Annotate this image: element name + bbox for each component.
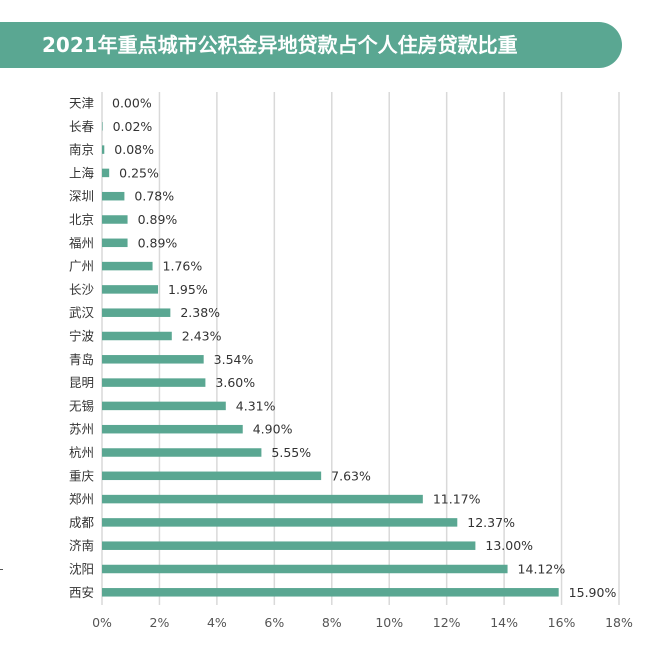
- bar: [102, 145, 105, 154]
- data-label: 11.17%: [433, 492, 481, 507]
- data-label: 3.60%: [215, 375, 255, 390]
- category-label: 长沙: [69, 282, 95, 297]
- data-label: 0.89%: [138, 235, 178, 250]
- x-tick-label: 14%: [490, 615, 518, 630]
- category-label: 福州: [69, 235, 94, 250]
- bar: [102, 424, 243, 434]
- category-label: 济南: [69, 538, 94, 553]
- bar: [102, 401, 226, 411]
- bar: [102, 448, 262, 457]
- x-tick-label: 4%: [207, 615, 227, 630]
- data-label: 4.90%: [253, 422, 293, 437]
- edge-tick-mark: [0, 569, 3, 570]
- bar: [102, 355, 204, 364]
- chart-title: 2021年重点城市公积金异地贷款占个人住房贷款比重: [42, 33, 518, 57]
- data-label: 4.31%: [236, 398, 276, 413]
- category-label: 西安: [69, 585, 94, 600]
- category-label: 重庆: [69, 468, 95, 483]
- data-label: 12.37%: [467, 515, 515, 530]
- category-label: 武汉: [69, 305, 95, 320]
- bar: [102, 471, 322, 481]
- data-label: 3.54%: [214, 352, 254, 367]
- data-label: 2.43%: [182, 329, 222, 344]
- gridlines: [101, 92, 620, 605]
- bar: [102, 564, 508, 574]
- data-label: 1.95%: [168, 282, 208, 297]
- x-tick-label: 18%: [605, 615, 633, 630]
- category-label: 长春: [69, 119, 95, 134]
- category-label: 沈阳: [69, 562, 94, 577]
- category-label: 青岛: [69, 352, 94, 367]
- bar: [102, 191, 125, 201]
- category-label: 昆明: [69, 375, 94, 390]
- category-label: 杭州: [69, 445, 94, 460]
- data-label: 2.38%: [180, 305, 220, 320]
- category-label: 苏州: [69, 422, 94, 437]
- category-label: 成都: [69, 515, 95, 530]
- data-label: 0.78%: [134, 189, 174, 204]
- category-label: 广州: [69, 259, 94, 274]
- data-label: 1.76%: [163, 259, 203, 274]
- category-label: 上海: [69, 165, 95, 180]
- x-tick-label: 12%: [433, 615, 461, 630]
- data-label: 15.90%: [569, 585, 617, 600]
- category-label: 宁波: [69, 329, 95, 344]
- x-axis-tick-labels: 0% 2% 4% 6% 8% 10% 12% 14% 16% 18%: [92, 615, 633, 630]
- bar: [102, 215, 128, 224]
- data-label: 5.55%: [271, 445, 311, 460]
- category-label: 天津: [69, 96, 94, 111]
- data-label: 0.89%: [138, 212, 178, 227]
- value-labels: 0.00% 0.02% 0.08% 0.25% 0.78% 0.89% 0.89% 1.76%…: [112, 96, 616, 600]
- x-tick-label: 6%: [264, 615, 284, 630]
- x-tick-label: 0%: [92, 615, 112, 630]
- category-label: 郑州: [69, 492, 94, 507]
- data-label: 13.00%: [485, 538, 533, 553]
- x-tick-label: 2%: [150, 615, 170, 630]
- bars: [102, 122, 559, 597]
- data-label: 0.08%: [114, 142, 154, 157]
- bar: [102, 541, 476, 550]
- category-label: 无锡: [69, 398, 94, 413]
- bar: [102, 168, 110, 178]
- bar: [102, 261, 153, 271]
- data-label: 7.63%: [331, 468, 371, 483]
- bar: [102, 122, 103, 131]
- data-label: 0.02%: [113, 119, 153, 134]
- bar: [102, 494, 423, 504]
- data-label: 0.25%: [119, 165, 159, 180]
- bar: [102, 285, 159, 294]
- category-label: 南京: [69, 142, 94, 157]
- category-label: 深圳: [69, 189, 94, 204]
- x-tick-label: 8%: [322, 615, 342, 630]
- x-tick-label: 16%: [548, 615, 576, 630]
- data-label: 14.12%: [518, 562, 566, 577]
- data-label: 0.00%: [112, 96, 152, 111]
- bar: [102, 331, 172, 341]
- bar: [102, 588, 559, 597]
- bar: [102, 238, 128, 248]
- category-labels: 天津长春南京上海深圳北京福州广州长沙武汉宁波青岛昆明无锡苏州杭州重庆郑州成都济南…: [69, 96, 95, 600]
- bar: [102, 378, 206, 387]
- title-banner: 2021年重点城市公积金异地贷款占个人住房贷款比重: [0, 22, 622, 68]
- bar: [102, 518, 458, 527]
- x-tick-label: 10%: [375, 615, 403, 630]
- category-label: 北京: [69, 212, 94, 227]
- bar: [102, 308, 171, 317]
